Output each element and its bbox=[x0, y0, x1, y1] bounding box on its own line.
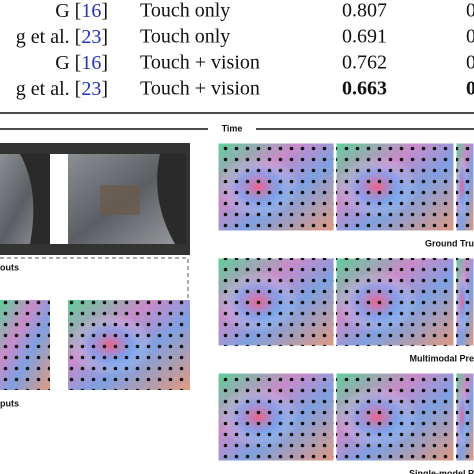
score-cell: 0 bbox=[466, 78, 474, 100]
method-text: ] bbox=[101, 26, 108, 48]
modality-cell: Touch only bbox=[140, 0, 230, 22]
method-cell: g et al. [23] bbox=[16, 26, 108, 48]
tactile-dots bbox=[218, 258, 334, 346]
panel-label: Ground Tru bbox=[425, 238, 474, 248]
method-cell: G [16] bbox=[55, 0, 108, 22]
score-cell: 0.691 bbox=[342, 26, 387, 48]
method-text: ] bbox=[101, 78, 108, 100]
tactile-outputs: Ground Tru Multimodal Pre Single-model P bbox=[217, 142, 474, 474]
tactile-inputs bbox=[0, 300, 190, 390]
citation: 16 bbox=[81, 52, 101, 74]
method-text: ] bbox=[101, 52, 108, 74]
modality-cell: Touch + vision bbox=[140, 78, 260, 100]
dashed-connector bbox=[0, 257, 189, 298]
method-cell: G [16] bbox=[55, 52, 108, 74]
inputs-label: puts bbox=[0, 398, 19, 408]
score-cell: 0 bbox=[466, 26, 474, 48]
time-label: Time bbox=[222, 123, 243, 133]
tactile-dots bbox=[456, 143, 474, 231]
score-cell: 0.762 bbox=[342, 52, 387, 74]
method-text: ] bbox=[101, 0, 108, 22]
score-cell: 0.807 bbox=[342, 0, 387, 22]
tactile-dots bbox=[218, 373, 334, 461]
tactile-dots bbox=[336, 258, 454, 346]
score-cell: 0 bbox=[466, 0, 474, 22]
inputs-label: outs bbox=[0, 262, 19, 272]
citation: 23 bbox=[81, 26, 101, 48]
tactile-dots bbox=[336, 143, 454, 231]
panel-label: Single-model P bbox=[409, 468, 474, 474]
method-text: g et al. [ bbox=[16, 78, 82, 100]
citation: 23 bbox=[81, 78, 101, 100]
film-strip bbox=[0, 143, 190, 255]
tactile-dots bbox=[456, 373, 474, 461]
citation: 16 bbox=[81, 0, 101, 22]
modality-cell: Touch + vision bbox=[140, 52, 260, 74]
tactile-dots bbox=[336, 373, 454, 461]
method-text: G [ bbox=[55, 0, 81, 22]
score-cell: 0 bbox=[466, 52, 474, 74]
score-cell: 0.663 bbox=[342, 78, 387, 100]
modality-cell: Touch only bbox=[140, 26, 230, 48]
tactile-dots bbox=[456, 258, 474, 346]
method-text: g et al. [ bbox=[16, 26, 82, 48]
tactile-dots bbox=[218, 143, 334, 231]
panel-label: Multimodal Pre bbox=[409, 353, 474, 363]
method-cell: g et al. [23] bbox=[16, 78, 108, 100]
method-text: G [ bbox=[55, 52, 81, 74]
